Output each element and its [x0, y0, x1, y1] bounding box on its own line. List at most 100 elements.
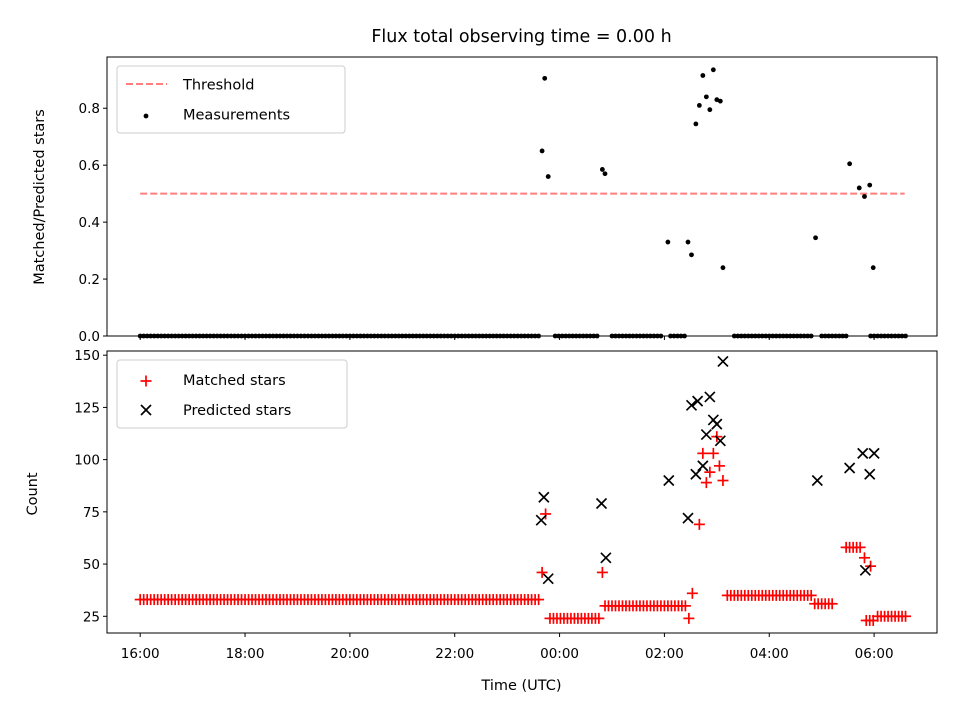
predicted-star-point [868, 447, 880, 459]
measurement-point [700, 73, 706, 78]
measurement-point [665, 239, 671, 245]
legend-matched-swatch [140, 375, 152, 387]
legend-threshold-label: Threshold [182, 78, 254, 94]
top-y-tick-label: 0.6 [79, 158, 100, 174]
measurement-point [856, 185, 862, 191]
matched-star-point [858, 552, 870, 564]
bottom-x-tick-label: 02:00 [645, 646, 684, 662]
predicted-star-point [697, 460, 709, 472]
bottom-panel: 25 50 75 100 125 150 16:00 18:00 20:00 22:00 00:00… [25, 348, 938, 694]
measurement-point [847, 161, 853, 167]
measurement-point [685, 239, 691, 245]
bottom-y-axis-label: Count [25, 472, 41, 515]
top-plot-area: 0.0 0.2 0.4 0.6 0.8 [79, 56, 938, 345]
measurement-point [720, 265, 726, 271]
matched-star-point [596, 566, 608, 578]
predicted-star-point [717, 355, 729, 368]
top-y-tick-label: 0.4 [79, 215, 100, 231]
bottom-legend-box [116, 359, 348, 429]
matched-star-point [679, 600, 691, 612]
matched-star-point [536, 566, 548, 578]
predicted-star-point [711, 418, 723, 430]
bottom-x-tick-label: 20:00 [330, 646, 369, 662]
predicted-star-point [864, 468, 876, 480]
predicted-star-point [857, 447, 869, 459]
x-axis-label: Time (UTC) [480, 678, 561, 694]
matched-star-point [854, 541, 866, 553]
measurement-point [707, 107, 713, 113]
predicted-star-point [692, 395, 704, 407]
matched-star-point [697, 447, 709, 459]
matched-star-point [693, 518, 705, 530]
measurement-point [703, 94, 709, 100]
top-y-tick-label: 0.8 [79, 101, 100, 117]
top-y-tick-label: 0.2 [79, 272, 100, 288]
bottom-y-tick-label: 50 [83, 557, 100, 573]
predicted-star-point [700, 428, 712, 441]
measurement-point [545, 174, 551, 179]
bottom-x-tick-label: 04:00 [750, 646, 789, 662]
bottom-y-tick-label: 100 [74, 453, 100, 469]
measurement-point [696, 102, 702, 108]
predicted-star-point [535, 514, 547, 526]
predicted-star-point [714, 435, 726, 447]
measurement-point [689, 252, 694, 258]
bottom-y-tick-label: 150 [74, 348, 100, 364]
bottom-x-tick-label: 00:00 [540, 646, 579, 662]
measurement-point [602, 171, 608, 177]
bottom-plot-area: 25 50 75 100 125 150 16:00 18:00 20:00 22:00 00:00… [74, 348, 938, 662]
measurement-point [717, 98, 723, 104]
legend-measurements-swatch [143, 113, 149, 119]
legend-predicted-swatch [140, 404, 152, 416]
chart-title: Flux total observing time = 0.00 h [371, 27, 671, 47]
predicted-star-point [859, 564, 871, 576]
measurement-point [867, 182, 873, 188]
measurement-point [539, 148, 545, 154]
matched-star-point [713, 460, 725, 472]
legend-predicted-label: Predicted stars [183, 403, 291, 419]
top-panel: Flux total observing time = 0.00 h 0.00.… [32, 27, 938, 345]
matched-star-point [805, 589, 817, 601]
measurement-point [710, 67, 716, 73]
predicted-star-point [844, 462, 856, 474]
bottom-x-tick-label: 16:00 [121, 646, 160, 662]
matched-star-point [683, 612, 695, 624]
measurement-point [599, 167, 605, 172]
matched-star-point [593, 612, 605, 624]
bottom-y-tick-label: 125 [74, 400, 100, 416]
matched-star-point [533, 594, 545, 606]
measurement-point [693, 121, 699, 127]
top-legend: Threshold Measurements [116, 65, 346, 134]
bottom-legend: Matched stars Predicted stars [116, 359, 348, 429]
measurement-point [862, 194, 867, 199]
matched-star-point [704, 466, 716, 478]
measurement-point [813, 235, 818, 241]
matched-star-point [717, 475, 729, 487]
predicted-star-point [663, 474, 675, 487]
top-legend-box [116, 65, 346, 134]
matched-star-point [700, 477, 712, 489]
matched-star-point [826, 598, 838, 610]
matched-star-point [686, 587, 698, 599]
predicted-star-point [538, 491, 550, 503]
predicted-star-point [682, 512, 694, 524]
top-axes-frame [106, 56, 938, 337]
predicted-star-point [542, 573, 554, 585]
bottom-y-tick-label: 75 [83, 505, 100, 521]
predicted-star-point [811, 474, 823, 487]
predicted-star-point [600, 552, 612, 564]
bottom-x-tick-label: 22:00 [435, 646, 474, 662]
top-y-axis-label: Matched/Predicted stars [32, 109, 48, 285]
measurement-point [870, 265, 876, 271]
matched-star-point [900, 610, 912, 622]
bottom-x-tick-label: 06:00 [855, 646, 894, 662]
matched-star-point [707, 447, 719, 459]
bottom-x-tick-label: 18:00 [226, 646, 265, 662]
bottom-y-tick-label: 25 [83, 609, 100, 625]
predicted-star-point [685, 399, 698, 411]
bottom-axes-frame [106, 350, 938, 634]
predicted-star-point [690, 468, 702, 480]
matched-star-point [540, 508, 552, 520]
legend-matched-label: Matched stars [183, 373, 286, 389]
